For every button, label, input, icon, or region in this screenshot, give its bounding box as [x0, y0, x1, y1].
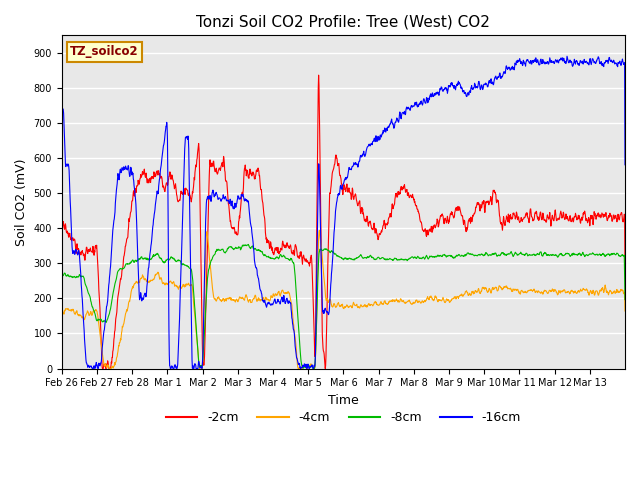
-16cm [559, 58, 567, 64]
-4cm [477, 289, 484, 295]
Legend: -2cm, -4cm, -8cm, -16cm: -2cm, -4cm, -8cm, -16cm [161, 406, 526, 429]
-4cm [621, 308, 629, 314]
Y-axis label: Soil CO2 (mV): Soil CO2 (mV) [15, 158, 28, 246]
-16cm [147, 250, 154, 255]
-8cm [559, 253, 567, 259]
-2cm [319, 339, 326, 345]
-16cm [621, 162, 629, 168]
Line: -8cm: -8cm [62, 244, 625, 369]
-8cm [319, 248, 326, 253]
-4cm [105, 366, 113, 372]
-8cm [309, 366, 317, 372]
-2cm [58, 275, 66, 280]
Line: -16cm: -16cm [62, 56, 625, 369]
-8cm [614, 252, 622, 257]
-4cm [58, 336, 66, 342]
-2cm [621, 263, 629, 268]
Line: -2cm: -2cm [62, 75, 625, 369]
-4cm [330, 303, 337, 309]
-16cm [319, 302, 326, 308]
-4cm [147, 279, 154, 285]
-8cm [330, 250, 337, 255]
Text: TZ_soilco2: TZ_soilco2 [70, 45, 139, 59]
-16cm [329, 252, 337, 257]
-2cm [559, 209, 567, 215]
Line: -4cm: -4cm [62, 230, 625, 369]
X-axis label: Time: Time [328, 394, 359, 407]
-2cm [99, 366, 106, 372]
-16cm [89, 366, 97, 372]
-16cm [614, 60, 622, 66]
-8cm [58, 309, 66, 315]
-16cm [563, 53, 571, 59]
-4cm [614, 289, 622, 295]
-2cm [315, 72, 323, 78]
-4cm [316, 228, 323, 233]
-8cm [146, 256, 154, 262]
-2cm [614, 214, 622, 220]
-2cm [147, 176, 154, 182]
Title: Tonzi Soil CO2 Profile: Tree (West) CO2: Tonzi Soil CO2 Profile: Tree (West) CO2 [196, 15, 490, 30]
-8cm [477, 252, 484, 257]
-8cm [621, 297, 629, 302]
-16cm [58, 192, 66, 197]
-2cm [477, 202, 484, 207]
-16cm [477, 87, 484, 93]
-4cm [319, 261, 326, 266]
-8cm [244, 241, 252, 247]
-2cm [330, 167, 337, 172]
-4cm [559, 288, 567, 294]
